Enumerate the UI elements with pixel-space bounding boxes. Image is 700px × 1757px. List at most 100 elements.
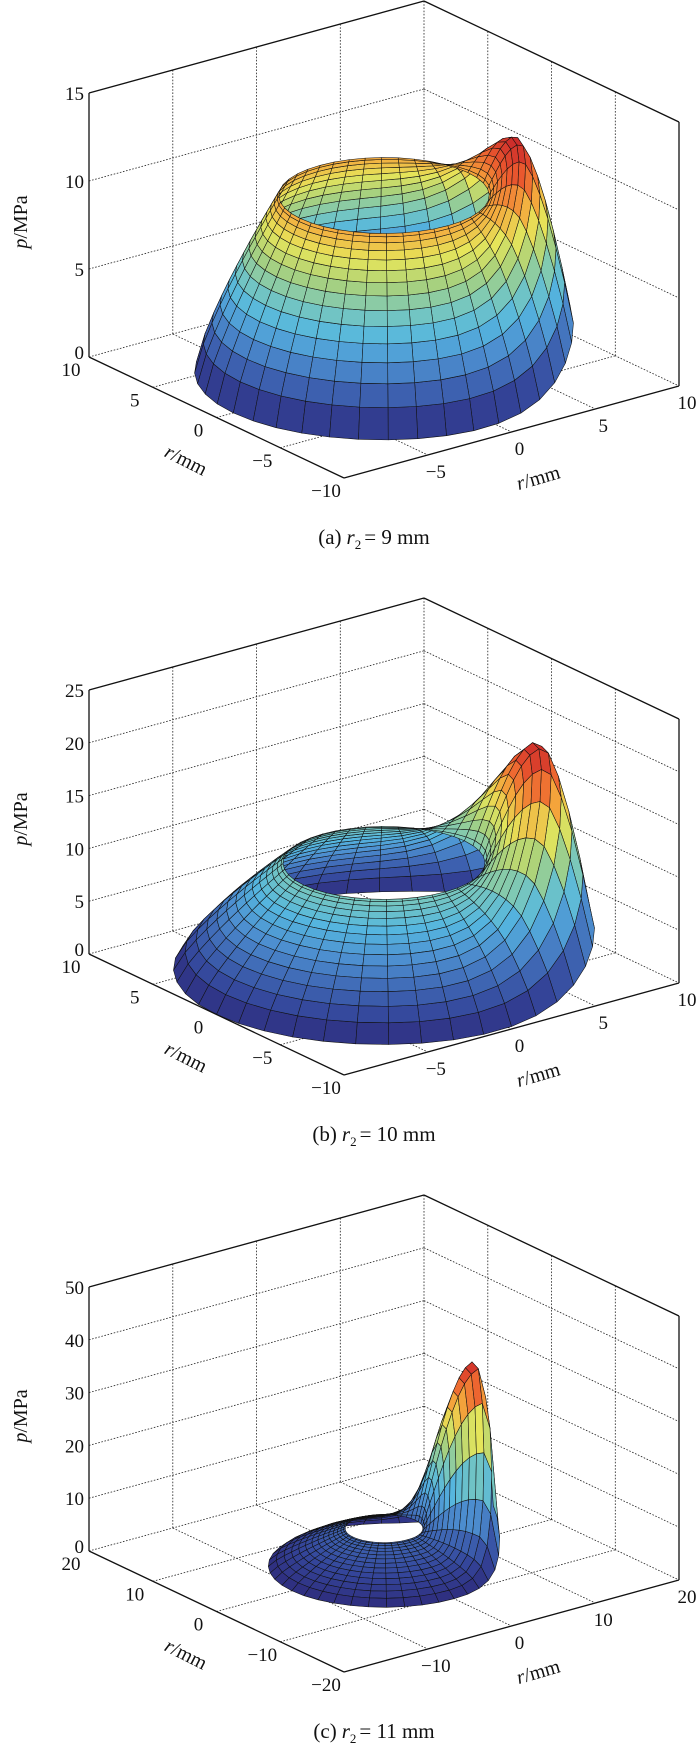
left-axis-tick-label: 0 xyxy=(194,1018,204,1039)
left-r-axis-label: r/mm xyxy=(161,441,211,481)
z-axis-tick-label: 15 xyxy=(65,787,84,808)
surface-patch xyxy=(386,905,405,912)
surface-patch xyxy=(358,990,389,1007)
surface-patch xyxy=(386,933,410,945)
surface-patch xyxy=(366,270,388,283)
surface-patch xyxy=(361,343,388,364)
surface-patch xyxy=(340,308,366,327)
surface-patch xyxy=(475,1452,485,1501)
caption-variable: r xyxy=(347,525,356,549)
surface-patch xyxy=(346,268,368,283)
surface-patch xyxy=(407,292,432,310)
surface-patch xyxy=(409,306,434,326)
z-axis-label: p/MPa xyxy=(10,195,32,250)
surface-patch xyxy=(316,321,342,342)
surface-patch xyxy=(351,240,370,251)
surface-patch xyxy=(405,267,427,283)
surface-patch xyxy=(335,963,364,979)
z-axis-label: p/MPa xyxy=(10,792,32,847)
z-axis-label-variable: p xyxy=(10,239,32,251)
surface-patch xyxy=(359,977,389,992)
top-left-box-edge xyxy=(88,0,425,94)
caption-variable: r xyxy=(342,1719,351,1743)
left-axis-tick-label: −5 xyxy=(252,1048,272,1069)
surface-patch xyxy=(368,236,387,244)
caption-value: = 9 mm xyxy=(364,525,430,549)
surface-patch xyxy=(468,1453,477,1500)
caption-label: (c) xyxy=(313,1719,336,1743)
caption-subscript: 2 xyxy=(350,1731,357,1746)
surface-patch xyxy=(332,975,362,992)
surface-patch xyxy=(386,258,407,271)
surface-patch xyxy=(309,356,338,382)
left-r-axis-label: r/mm xyxy=(161,1635,211,1675)
caption-value: = 11 mm xyxy=(359,1719,434,1743)
surface-patch xyxy=(386,943,411,956)
pressure-surface xyxy=(194,136,574,441)
z-axis-label: p/MPa xyxy=(10,1389,32,1444)
surface-patch xyxy=(385,1590,404,1599)
surface-patch xyxy=(410,873,445,892)
z-axis-tick-label: 5 xyxy=(75,892,85,913)
right-axis-tick-label: 0 xyxy=(515,1633,525,1654)
surface-patch xyxy=(368,1597,387,1608)
pressure-surface xyxy=(173,742,595,1045)
left-axis-tick-label: −10 xyxy=(247,1645,277,1666)
surface-patch xyxy=(359,382,389,408)
right-axis-tick-label: −10 xyxy=(421,1656,451,1677)
panel-caption: (b) r2 = 10 mm xyxy=(312,1122,435,1149)
surface-patch xyxy=(363,309,388,327)
surface-patch xyxy=(338,952,365,966)
left-r-axis-line xyxy=(88,953,345,1076)
left-axis-tick-label: 10 xyxy=(125,1584,144,1605)
surface-patch xyxy=(370,1584,387,1592)
surface-patch xyxy=(344,280,367,296)
right-r-axis-label-unit: /mm xyxy=(521,461,563,492)
surface-patch xyxy=(415,403,447,439)
surface-patch xyxy=(412,358,442,383)
surface-patch xyxy=(371,1578,387,1585)
surface-patch xyxy=(364,295,388,311)
surface-patch xyxy=(368,905,387,912)
surface-patch xyxy=(381,157,399,160)
surface-patch xyxy=(415,986,447,1006)
surface-patch xyxy=(329,404,360,440)
surface-patch xyxy=(364,934,388,945)
left-axis-tick-label: 5 xyxy=(130,987,140,1008)
z-axis-tick-label: 20 xyxy=(65,734,84,755)
right-r-axis-label: r/mm xyxy=(514,461,563,495)
top-right-box-edge xyxy=(423,1194,680,1317)
left-r-axis-label: r/mm xyxy=(161,1038,211,1078)
surface-patch xyxy=(386,232,404,238)
caption-label: (b) xyxy=(312,1122,337,1146)
surface-patch xyxy=(386,925,408,936)
surface-patch xyxy=(365,282,388,297)
z-axis-label-variable: p xyxy=(10,1433,32,1445)
caption-value: = 10 mm xyxy=(360,1122,436,1146)
right-axis-tick-label: 10 xyxy=(678,393,697,414)
surface-patch xyxy=(385,1572,400,1579)
left-axis-tick-label: 0 xyxy=(194,421,204,442)
right-axis-tick-label: −5 xyxy=(426,1059,446,1080)
surface-patch xyxy=(388,1021,422,1045)
left-r-axis-label-unit: /mm xyxy=(168,1638,211,1674)
surface-patch xyxy=(372,1572,387,1579)
surface-patch xyxy=(525,801,541,840)
right-r-axis-label: r/mm xyxy=(514,1058,563,1092)
surface-patch xyxy=(374,1558,386,1564)
surface-patch xyxy=(367,911,387,919)
right-axis-tick-label: −5 xyxy=(426,462,446,483)
surface-patch xyxy=(369,901,387,907)
surface-patch xyxy=(376,1547,386,1552)
top-right-box-edge xyxy=(423,597,680,720)
surface-patch xyxy=(443,398,475,436)
surface-patch xyxy=(376,1551,386,1556)
right-r-axis-label-unit: /mm xyxy=(521,1058,563,1089)
surface-patch xyxy=(358,406,389,441)
left-r-axis-line xyxy=(88,1550,345,1673)
surface-patch xyxy=(350,1596,370,1608)
surface-patch xyxy=(404,257,425,271)
surface-patch xyxy=(411,339,439,362)
surface-patch xyxy=(341,942,366,955)
